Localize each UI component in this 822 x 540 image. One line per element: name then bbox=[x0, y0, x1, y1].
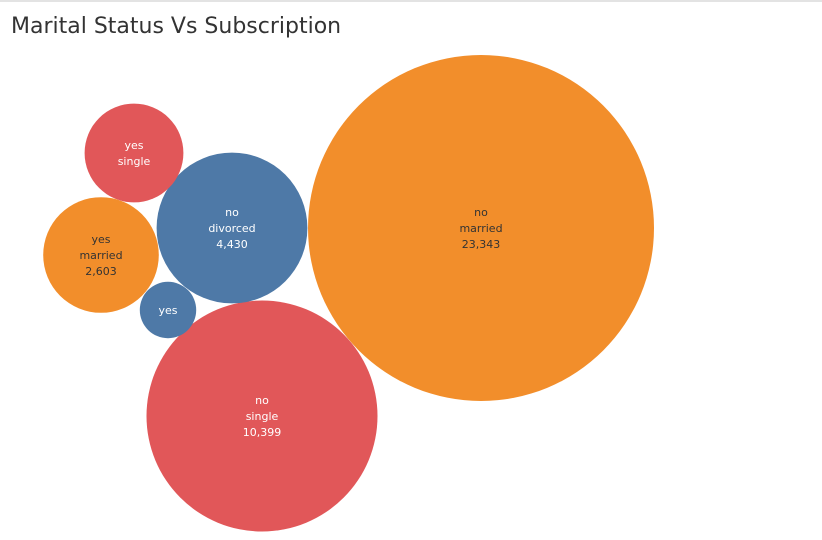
bubble-mark[interactable] bbox=[84, 103, 184, 203]
bubble-label: 2,603 bbox=[85, 265, 117, 278]
bubble-label: single bbox=[246, 410, 279, 423]
bubble-label: married bbox=[79, 249, 122, 262]
bubble-label: single bbox=[118, 155, 151, 168]
bubble-no-married[interactable]: no married 23,343 bbox=[308, 55, 654, 401]
bubble-label: divorced bbox=[208, 222, 255, 235]
bubble-label: 4,430 bbox=[216, 238, 248, 251]
bubble-mark[interactable] bbox=[139, 281, 197, 339]
chart-title: Marital Status Vs Subscription bbox=[11, 14, 342, 39]
bubble-label: yes bbox=[158, 304, 177, 317]
bubble-yes-married[interactable]: yes married 2,603 bbox=[43, 197, 159, 313]
bubble-label: no bbox=[225, 206, 239, 219]
bubble-mark[interactable] bbox=[146, 300, 378, 532]
bubble-no-divorced[interactable]: no divorced 4,430 bbox=[156, 152, 308, 304]
bubble-yes-single[interactable]: yes single bbox=[84, 103, 184, 203]
top-border bbox=[0, 0, 822, 2]
bubble-label: yes bbox=[91, 233, 110, 246]
bubble-mark[interactable] bbox=[156, 152, 308, 304]
bubble-label: yes bbox=[124, 139, 143, 152]
bubble-mark[interactable] bbox=[43, 197, 159, 313]
bubble-label: 23,343 bbox=[462, 238, 501, 251]
bubble-label: 10,399 bbox=[243, 426, 282, 439]
bubble-label: married bbox=[459, 222, 502, 235]
bubble-yes-divorced[interactable]: yes bbox=[139, 281, 197, 339]
bubble-no-single[interactable]: no single 10,399 bbox=[146, 300, 378, 532]
bubble-label: no bbox=[255, 394, 269, 407]
bubble-mark[interactable] bbox=[308, 55, 654, 401]
bubble-label: no bbox=[474, 206, 488, 219]
